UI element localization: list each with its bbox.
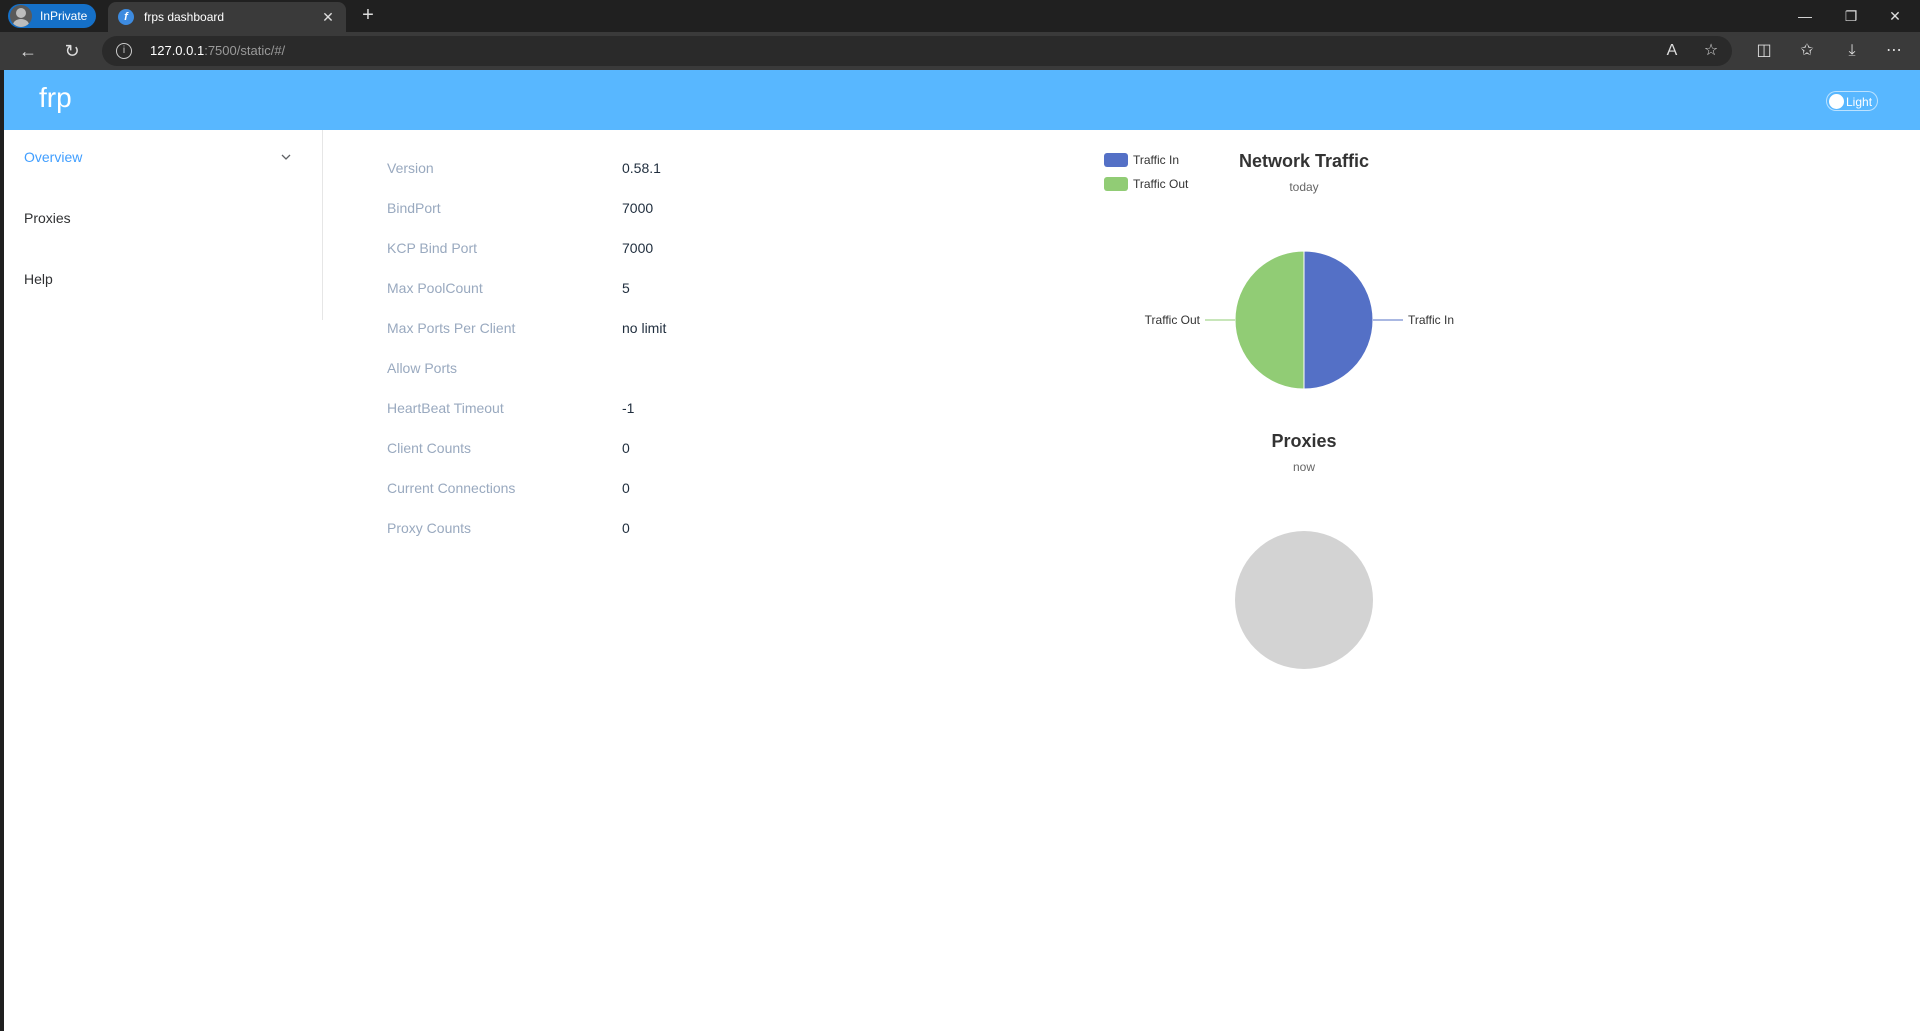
legend-label: Traffic Out (1133, 177, 1189, 191)
more-options-icon[interactable]: ⋯ (1886, 42, 1902, 59)
url-text: 127.0.0.1:7500/static/#/ (150, 43, 286, 58)
legend-label: Traffic In (1133, 153, 1180, 167)
theme-label: Light (1846, 95, 1873, 109)
minimize-icon[interactable]: — (1798, 8, 1812, 24)
info-value: -1 (622, 400, 635, 416)
sidebar-menu: Overview Proxies Help (4, 130, 323, 320)
info-label: Client Counts (387, 440, 472, 456)
split-screen-icon[interactable]: ◫ (1756, 42, 1772, 59)
sidebar-item-overview[interactable]: Overview (24, 149, 83, 165)
info-value: 5 (622, 280, 630, 296)
chart-title-proxies: Proxies (1271, 431, 1337, 451)
pie-slice-traffic-out[interactable] (1234, 250, 1305, 390)
tab-title: frps dashboard (144, 10, 225, 24)
info-label: KCP Bind Port (387, 240, 478, 256)
info-value: 7000 (622, 240, 654, 256)
info-label: Max PoolCount (387, 280, 483, 296)
browser-tab-bar: InPrivate f frps dashboard ✕ + — ❐ ✕ (0, 0, 1920, 32)
chart-title-network-traffic: Network Traffic (1238, 151, 1370, 171)
chart-subtitle-now: now (1292, 460, 1315, 474)
theme-toggle[interactable]: Light (1826, 91, 1878, 111)
download-icon[interactable]: ⤓ (1848, 42, 1856, 59)
brand-logo[interactable]: frp (39, 82, 72, 113)
sidebar-item-help[interactable]: Help (24, 271, 53, 287)
legend-swatch (1104, 177, 1128, 191)
site-info-icon[interactable]: i (116, 43, 132, 59)
tab-close-icon[interactable]: ✕ (322, 9, 334, 25)
info-label: Max Ports Per Client (387, 320, 516, 336)
window-close-icon[interactable]: ✕ (1889, 8, 1901, 24)
favorite-star-icon[interactable]: ☆ (1703, 42, 1719, 59)
info-value: 0.58.1 (622, 160, 661, 176)
refresh-icon[interactable]: ↻ (64, 41, 80, 61)
read-aloud-icon[interactable]: A (1666, 42, 1678, 59)
info-value: 0 (622, 520, 630, 536)
legend-item-traffic-in[interactable]: Traffic In (1104, 153, 1179, 167)
toggle-knob (1829, 94, 1844, 109)
network-traffic-pie: Traffic In Traffic Out (1145, 250, 1454, 390)
chevron-down-icon[interactable] (280, 151, 292, 163)
info-value: no limit (622, 320, 667, 336)
legend-item-traffic-out[interactable]: Traffic Out (1104, 177, 1188, 191)
pie-empty-placeholder (1235, 531, 1373, 669)
browser-tab-active[interactable]: f frps dashboard ✕ (108, 2, 346, 32)
proxies-pie (1235, 531, 1373, 669)
favorites-icon[interactable]: ✩ (1800, 42, 1814, 59)
pie-label-traffic-in: Traffic In (1408, 313, 1454, 327)
url-input[interactable]: i 127.0.0.1:7500/static/#/ (102, 36, 1732, 66)
inprivate-badge[interactable]: InPrivate (8, 4, 96, 28)
pie-label-traffic-out: Traffic Out (1145, 313, 1201, 327)
browser-address-bar: ← ↻ i 127.0.0.1:7500/static/#/ A ☆ ◫ ✩ ⤓… (0, 32, 1920, 70)
info-value: 0 (622, 480, 630, 496)
inprivate-label: InPrivate (40, 9, 88, 23)
chart-subtitle-today: today (1289, 180, 1319, 194)
profile-avatar-icon (10, 5, 32, 27)
legend-swatch (1104, 153, 1128, 167)
back-icon[interactable]: ← (19, 41, 37, 61)
info-label: BindPort (387, 200, 441, 216)
info-value: 0 (622, 440, 630, 456)
info-label: Current Connections (387, 480, 516, 496)
app-header: frp Light (4, 70, 1920, 130)
info-value: 7000 (622, 200, 654, 216)
frp-favicon-icon: f (118, 9, 134, 25)
info-label: Version (387, 160, 434, 176)
restore-icon[interactable]: ❐ (1844, 8, 1858, 24)
pie-slice-traffic-in[interactable] (1303, 250, 1374, 390)
new-tab-icon[interactable]: + (362, 4, 374, 26)
page-viewport: frp Light Overview Proxies Help Version … (4, 70, 1920, 1031)
info-label: Allow Ports (387, 360, 458, 376)
sidebar-item-proxies[interactable]: Proxies (24, 210, 71, 226)
info-label: Proxy Counts (387, 520, 472, 536)
info-label: HeartBeat Timeout (387, 400, 504, 416)
